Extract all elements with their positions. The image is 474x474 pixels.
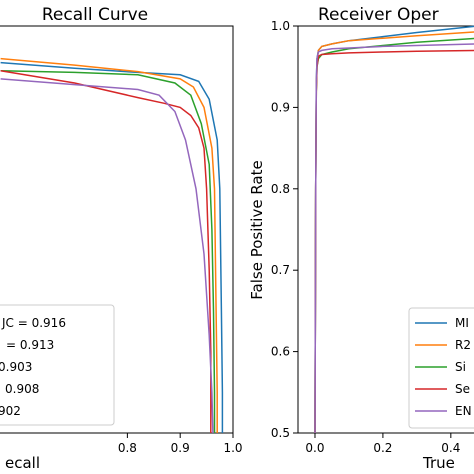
- recall-series-line-4: [0, 70, 212, 433]
- recall-series-line-1: [0, 61, 224, 433]
- recall-legend-label-4: 0.908: [5, 382, 39, 396]
- roc-x-tick-label: 0.0: [305, 441, 324, 455]
- roc-x-ticks: 0.0 0.2 0.4: [305, 433, 460, 455]
- roc-series-lines: [314, 25, 474, 434]
- roc-y-ticks: 0.5 0.6 0.7 0.8 0.9 1.0: [271, 19, 298, 440]
- recall-series-line-5: [0, 78, 214, 434]
- recall-x-axis-label: ecall: [5, 454, 40, 472]
- roc-legend-box: [408, 307, 474, 429]
- roc-chart-title: Receiver Oper: [318, 5, 439, 25]
- recall-legend-label-3: 0.903: [0, 360, 32, 374]
- roc-x-tick-label: 0.2: [373, 441, 392, 455]
- roc-series-line-5: [314, 43, 474, 434]
- recall-series-lines: [0, 57, 224, 434]
- recall-x-tick-label: 1.0: [223, 441, 242, 455]
- recall-series-line-2: [0, 57, 218, 433]
- recall-x-tick-label: 0.8: [118, 441, 137, 455]
- roc-y-axis-label: False Positive Rate: [248, 160, 266, 299]
- roc-y-tick-label: 1.0: [271, 19, 290, 33]
- recall-x-tick-label: 0.9: [171, 441, 190, 455]
- recall-legend-label-1: JC = 0.916: [1, 316, 66, 330]
- roc-y-tick-label: 0.8: [271, 182, 290, 196]
- roc-legend: MI R2 Si Se EN: [408, 307, 474, 429]
- roc-x-axis-label: True: [422, 454, 455, 472]
- roc-legend-label-4: Se: [455, 382, 470, 396]
- roc-legend-label-2: R2: [455, 338, 471, 352]
- recall-legend-label-5: 902: [0, 404, 21, 418]
- recall-curve-panel: Recall Curve 0.8 0.9 1.0 ecall JC = 0.916 …: [0, 5, 243, 472]
- recall-chart-title: Recall Curve: [42, 5, 148, 25]
- recall-x-ticks: 0.8 0.9 1.0: [118, 433, 243, 455]
- roc-y-tick-label: 0.6: [271, 345, 290, 359]
- recall-series-line-3: [0, 70, 216, 433]
- roc-legend-label-5: EN: [455, 404, 472, 418]
- recall-legend-box: [0, 304, 115, 426]
- roc-panel: Receiver Oper 0.0 0.2 0.4 0.5 0.6 0.7 0.8 0.9 1…: [248, 5, 474, 472]
- roc-y-tick-label: 0.5: [271, 426, 290, 440]
- recall-legend-label-2: = 0.913: [6, 338, 54, 352]
- recall-legend: JC = 0.916 = 0.913 0.903 0.908 902: [0, 304, 115, 426]
- roc-legend-label-3: Si: [455, 360, 466, 374]
- roc-y-tick-label: 0.7: [271, 263, 290, 277]
- roc-legend-label-1: MI: [455, 316, 469, 330]
- roc-x-tick-label: 0.4: [441, 441, 460, 455]
- roc-y-tick-label: 0.9: [271, 100, 290, 114]
